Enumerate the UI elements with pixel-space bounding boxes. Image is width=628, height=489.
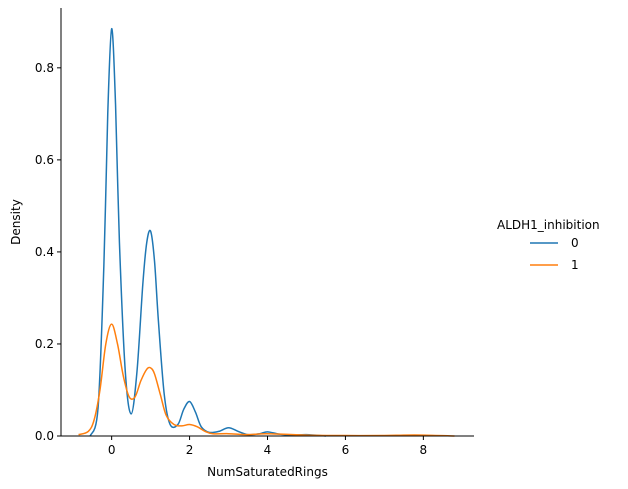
legend-items: 01	[530, 236, 579, 272]
x-ticks: 0 2 4 6 8	[108, 436, 427, 457]
legend-label-1: 1	[571, 258, 579, 272]
legend-label-0: 0	[571, 236, 579, 250]
x-tick-label: 8	[420, 443, 428, 457]
y-tick-label: 0.6	[35, 153, 54, 167]
x-axis-label: NumSaturatedRings	[207, 465, 328, 479]
y-tick-label: 0.2	[35, 337, 54, 351]
y-tick-label: 0.8	[35, 61, 54, 75]
x-tick-label: 2	[186, 443, 194, 457]
x-tick-label: 6	[342, 443, 350, 457]
x-tick-label: 4	[264, 443, 272, 457]
y-axis-label: Density	[9, 199, 23, 245]
y-ticks: 0.0 0.2 0.4 0.6 0.8	[35, 61, 61, 443]
legend-title: ALDH1_inhibition	[497, 218, 600, 232]
series-layer	[78, 27, 455, 437]
legend: ALDH1_inhibition 01	[497, 218, 600, 272]
series-line-1	[78, 323, 455, 437]
y-tick-label: 0.0	[35, 429, 54, 443]
y-tick-label: 0.4	[35, 245, 54, 259]
x-tick-label: 0	[108, 443, 116, 457]
series-line-0	[89, 27, 326, 437]
